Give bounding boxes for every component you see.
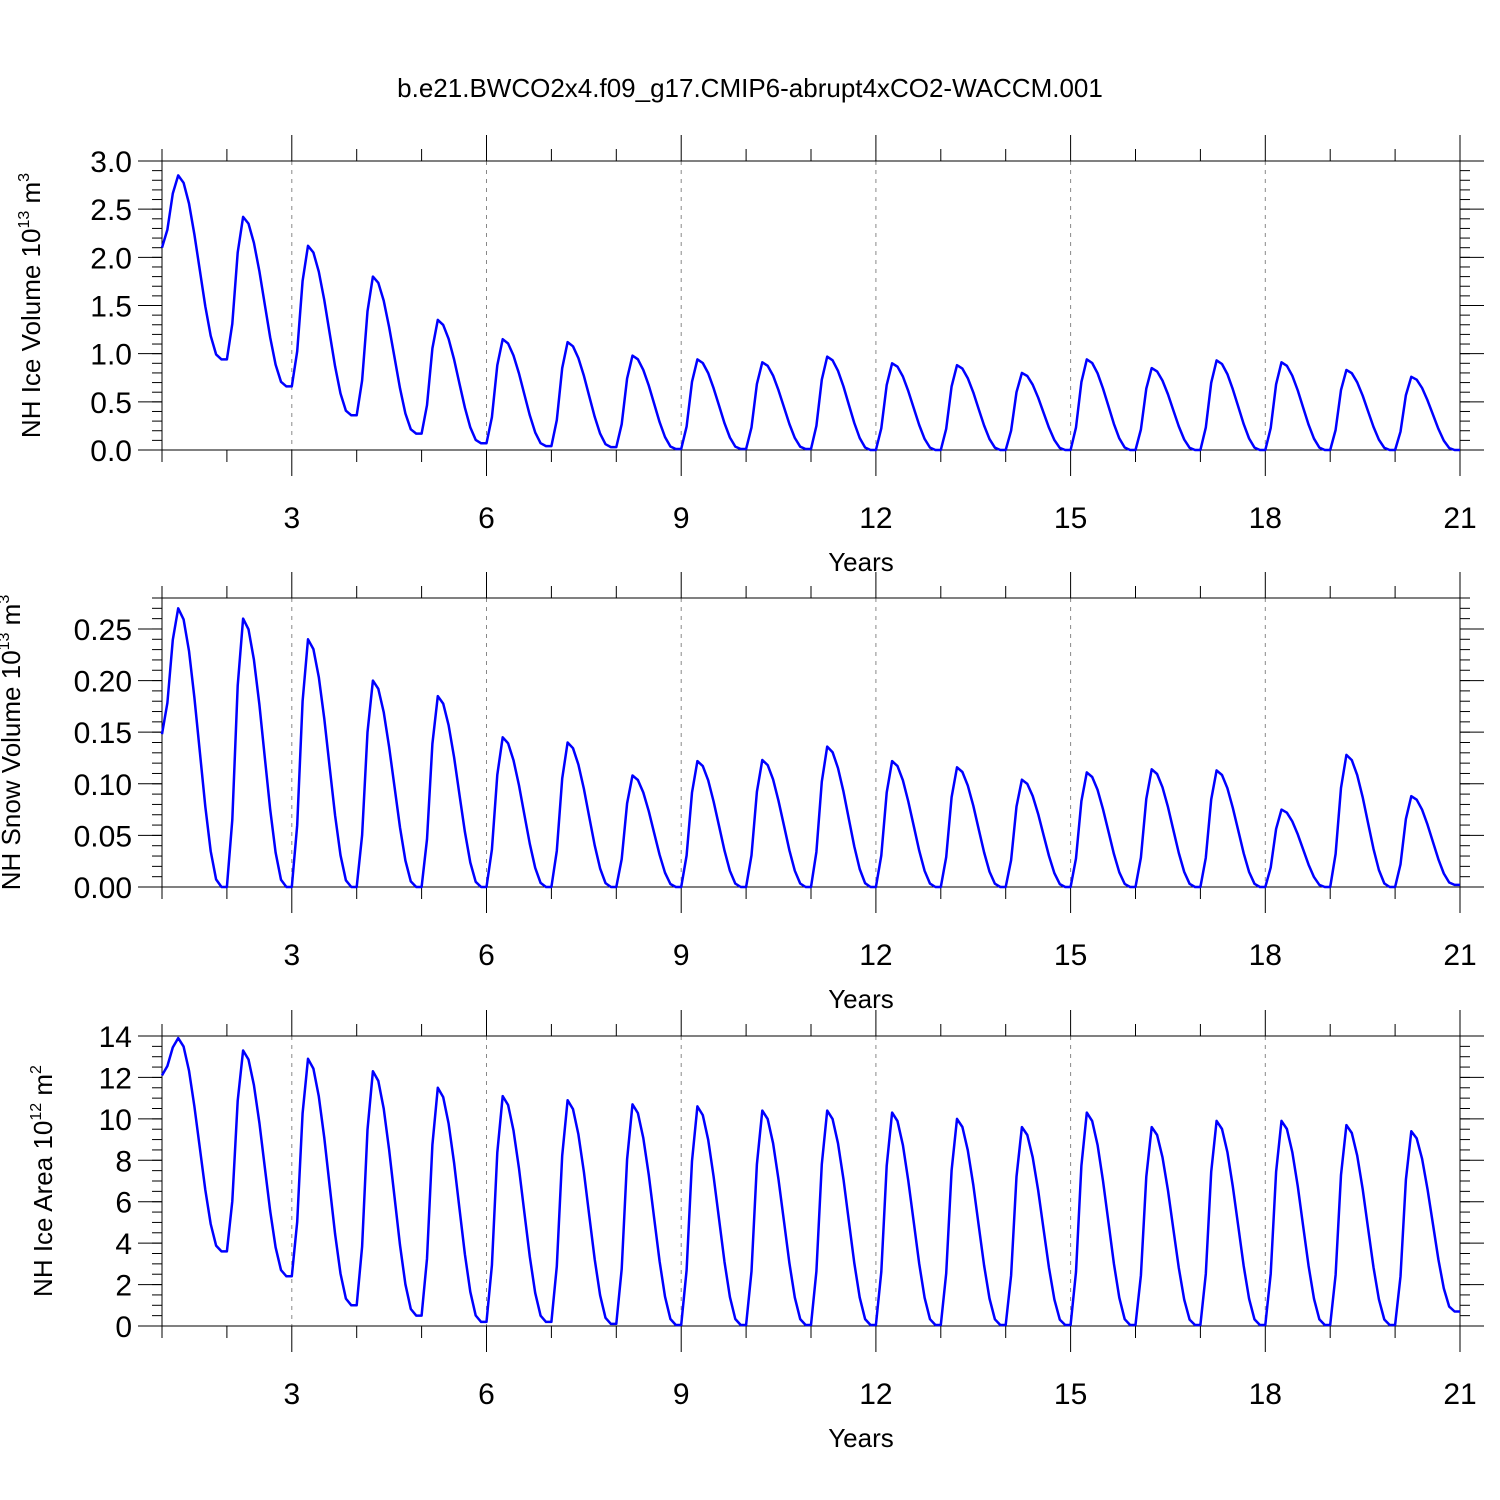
series-line-ice-area xyxy=(160,1036,1460,1327)
x-tick-label: 3 xyxy=(283,1378,300,1411)
y-tick-label: 12 xyxy=(99,1062,132,1095)
x-tick-label: 12 xyxy=(859,1378,892,1411)
y-tick-label: 8 xyxy=(115,1145,132,1178)
chart-title: b.e21.BWCO2x4.f09_g17.CMIP6-abrupt4xCO2-… xyxy=(397,73,1103,103)
x-tick-label: 12 xyxy=(859,502,892,535)
x-tick-label: 6 xyxy=(478,939,495,972)
x-tick-label: 15 xyxy=(1054,1378,1087,1411)
x-tick-label: 6 xyxy=(478,502,495,535)
x-tick-label: 9 xyxy=(673,1378,690,1411)
y-tick-label: 0.20 xyxy=(74,666,132,699)
x-axis-label: Years xyxy=(828,1423,894,1453)
x-tick-label: 21 xyxy=(1443,502,1476,535)
y-tick-label: 10 xyxy=(99,1104,132,1137)
y-tick-label: 14 xyxy=(99,1021,132,1054)
x-tick-label: 18 xyxy=(1249,502,1282,535)
y-axis-label: NH Ice Area 1012 m2 xyxy=(28,1065,58,1297)
x-tick-label: 21 xyxy=(1443,939,1476,972)
y-tick-label: 0.05 xyxy=(74,820,132,853)
x-tick-label: 3 xyxy=(283,502,300,535)
x-tick-label: 9 xyxy=(673,939,690,972)
y-tick-label: 2 xyxy=(115,1270,132,1303)
y-tick-label: 0.15 xyxy=(74,717,132,750)
y-tick-label: 1.0 xyxy=(90,339,132,372)
x-tick-label: 15 xyxy=(1054,502,1087,535)
y-tick-label: 0.10 xyxy=(74,769,132,802)
y-tick-label: 1.5 xyxy=(90,291,132,324)
panels: 3 6 9 12 15 18 21 0.0 0.5 1.0 1.5 2.0 2.5 3.0 Years NH … xyxy=(0,135,1484,1453)
x-tick-label: 21 xyxy=(1443,1378,1476,1411)
y-tick-label: 0.00 xyxy=(74,872,132,905)
x-axis-label: Years xyxy=(828,547,894,577)
y-tick-label: 6 xyxy=(115,1187,132,1220)
y-tick-label: 4 xyxy=(115,1228,132,1261)
y-tick-label: 3.0 xyxy=(90,146,132,179)
x-tick-label: 3 xyxy=(283,939,300,972)
y-tick-label: 0.25 xyxy=(74,614,132,647)
x-tick-label: 9 xyxy=(673,502,690,535)
x-tick-label: 18 xyxy=(1249,1378,1282,1411)
y-tick-label: 2.5 xyxy=(90,194,132,227)
y-tick-label: 0.5 xyxy=(90,387,132,420)
x-axis-label: Years xyxy=(828,984,894,1014)
y-tick-label: 2.0 xyxy=(90,242,132,275)
y-axis-label: NH Snow Volume 1013 m3 xyxy=(0,595,26,891)
x-tick-label: 18 xyxy=(1249,939,1282,972)
x-tick-label: 12 xyxy=(859,939,892,972)
y-axis-label: NH Ice Volume 1013 m3 xyxy=(16,173,46,438)
x-tick-label: 15 xyxy=(1054,939,1087,972)
panel-ice-area: 3 6 9 12 15 18 21 0 2 4 6 8 10 12 14 Years NH Ice Area 1… xyxy=(28,1010,1484,1453)
y-tick-label: 0.0 xyxy=(90,435,132,468)
y-tick-label: 0 xyxy=(115,1311,132,1344)
x-tick-label: 6 xyxy=(478,1378,495,1411)
panel-ice-volume: 3 6 9 12 15 18 21 0.0 0.5 1.0 1.5 2.0 2.5 3.0 Years NH … xyxy=(16,135,1484,577)
panel-snow-volume: 3 6 9 12 15 18 21 0.00 0.05 0.10 0.15 0.20 0.25 Years… xyxy=(0,572,1484,1014)
series-line-snow-volume xyxy=(160,607,1460,889)
series-line-ice-volume xyxy=(160,174,1460,452)
